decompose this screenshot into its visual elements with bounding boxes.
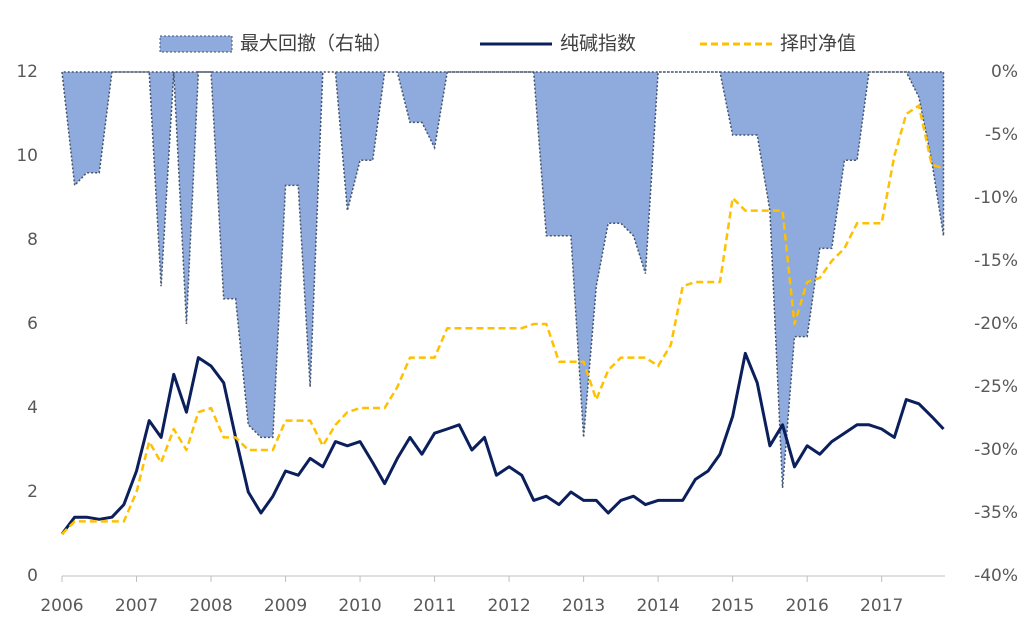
y-tick-label: 4	[27, 398, 38, 418]
x-tick-label: 2014	[636, 596, 679, 616]
y2-tick-label: -15%	[974, 251, 1018, 271]
y2-tick-label: -20%	[974, 314, 1018, 334]
y-tick-label: 12	[16, 62, 38, 82]
y2-tick-label: -30%	[974, 440, 1018, 460]
x-tick-label: 2011	[413, 596, 456, 616]
x-tick-label: 2006	[40, 596, 83, 616]
y2-tick-label: -40%	[974, 566, 1018, 586]
x-tick-label: 2015	[711, 596, 754, 616]
x-tick-label: 2013	[562, 596, 605, 616]
x-tick-label: 2017	[860, 596, 903, 616]
y2-tick-label: -10%	[974, 188, 1018, 208]
y2-tick-label: 0%	[991, 62, 1018, 82]
x-tick-label: 2009	[264, 596, 307, 616]
legend-label: 纯碱指数	[560, 33, 636, 55]
legend-swatch	[159, 35, 233, 53]
legend-label: 择时净值	[780, 33, 856, 55]
y-tick-label: 6	[27, 314, 38, 334]
y-tick-label: 2	[27, 482, 38, 502]
y-tick-label: 0	[27, 566, 38, 586]
y2-tick-label: -25%	[974, 377, 1018, 397]
x-tick-label: 2007	[115, 596, 158, 616]
index-line	[60, 351, 945, 535]
x-tick-label: 2012	[487, 596, 530, 616]
y2-tick-label: -35%	[974, 503, 1018, 523]
legend-label: 最大回撤（右轴）	[240, 33, 392, 55]
x-tick-label: 2010	[338, 596, 381, 616]
y2-tick-label: -5%	[985, 125, 1018, 145]
x-tick-label: 2016	[786, 596, 829, 616]
x-tick-label: 2008	[189, 596, 232, 616]
y-tick-label: 10	[16, 146, 38, 166]
y-tick-label: 8	[27, 230, 38, 250]
nav-line	[61, 104, 944, 535]
drawdown-area	[61, 71, 945, 488]
